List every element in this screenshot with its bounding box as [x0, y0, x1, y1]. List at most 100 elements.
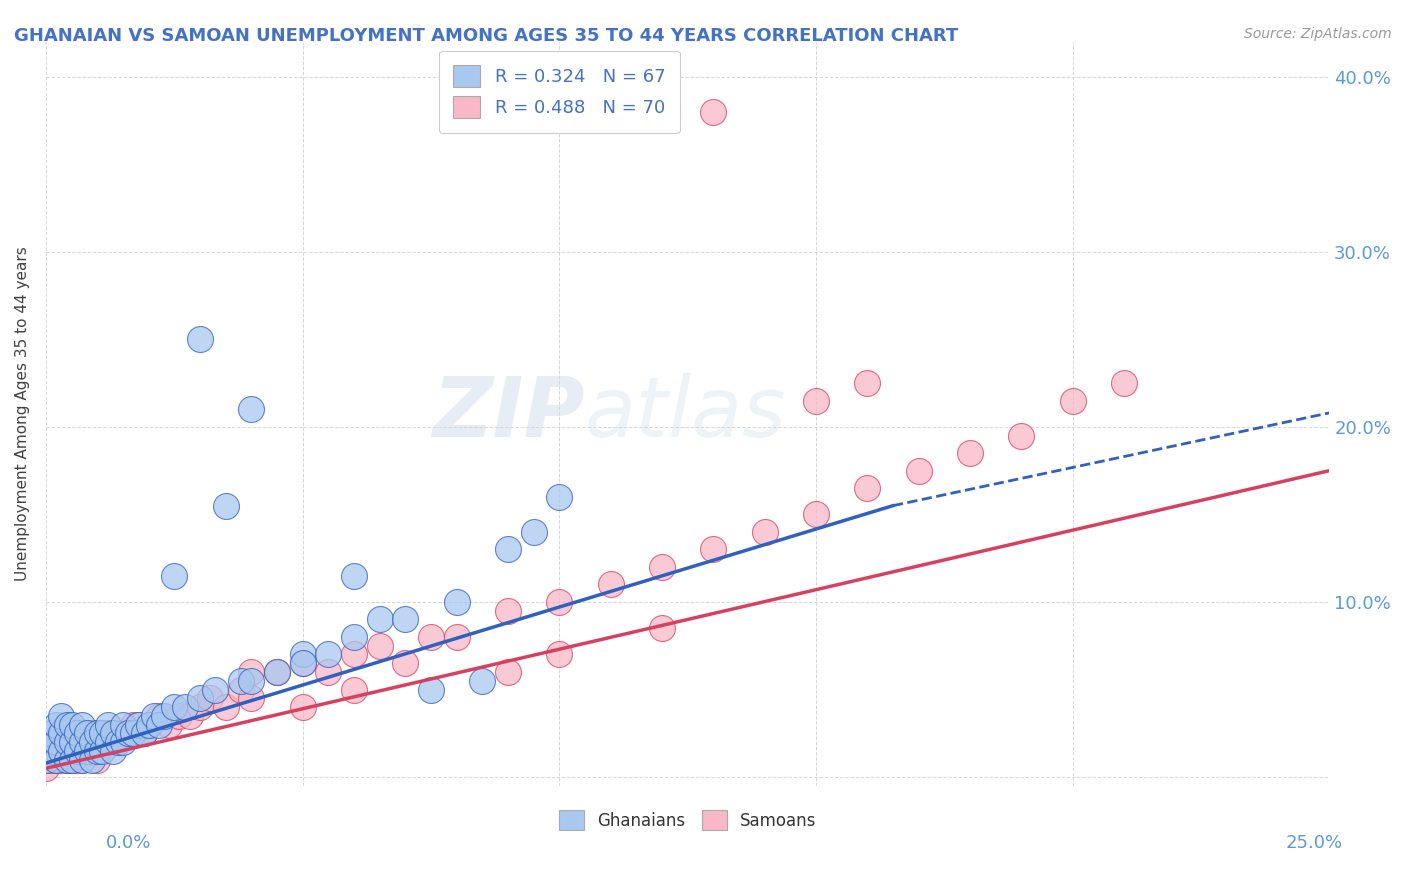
- Point: [496, 665, 519, 679]
- Point: [70, 735, 93, 749]
- Point: [188, 700, 211, 714]
- Point: [548, 490, 571, 504]
- Point: [240, 691, 263, 706]
- Point: [240, 673, 263, 688]
- Point: [51, 752, 73, 766]
- Point: [101, 726, 124, 740]
- Point: [291, 648, 314, 662]
- Point: [51, 735, 73, 749]
- Point: [45, 735, 67, 749]
- Point: [66, 735, 89, 749]
- Point: [316, 665, 339, 679]
- Point: [163, 568, 186, 582]
- Point: [856, 376, 879, 391]
- Point: [60, 717, 83, 731]
- Point: [214, 499, 236, 513]
- Point: [240, 402, 263, 417]
- Point: [754, 524, 776, 539]
- Point: [446, 630, 468, 644]
- Point: [97, 717, 120, 731]
- Point: [343, 682, 366, 697]
- Point: [804, 393, 827, 408]
- Point: [70, 752, 93, 766]
- Text: 25.0%: 25.0%: [1285, 834, 1343, 852]
- Point: [70, 752, 93, 766]
- Point: [117, 726, 139, 740]
- Point: [856, 481, 879, 495]
- Point: [173, 700, 195, 714]
- Point: [82, 735, 104, 749]
- Point: [1062, 393, 1084, 408]
- Point: [132, 726, 155, 740]
- Point: [111, 717, 134, 731]
- Point: [45, 752, 67, 766]
- Point: [86, 726, 108, 740]
- Point: [82, 752, 104, 766]
- Point: [82, 726, 104, 740]
- Y-axis label: Unemployment Among Ages 35 to 44 years: Unemployment Among Ages 35 to 44 years: [15, 246, 30, 582]
- Point: [291, 700, 314, 714]
- Point: [179, 708, 201, 723]
- Point: [122, 726, 145, 740]
- Point: [107, 735, 129, 749]
- Point: [39, 752, 62, 766]
- Point: [138, 717, 160, 731]
- Point: [132, 726, 155, 740]
- Point: [55, 735, 77, 749]
- Point: [127, 717, 149, 731]
- Point: [111, 735, 134, 749]
- Point: [45, 717, 67, 731]
- Text: 0.0%: 0.0%: [105, 834, 150, 852]
- Point: [101, 735, 124, 749]
- Point: [86, 744, 108, 758]
- Point: [204, 682, 226, 697]
- Point: [70, 717, 93, 731]
- Point: [60, 735, 83, 749]
- Point: [446, 595, 468, 609]
- Point: [91, 744, 114, 758]
- Point: [66, 744, 89, 758]
- Point: [97, 726, 120, 740]
- Point: [45, 752, 67, 766]
- Point: [496, 542, 519, 557]
- Point: [51, 744, 73, 758]
- Point: [148, 717, 170, 731]
- Point: [214, 700, 236, 714]
- Point: [394, 657, 416, 671]
- Point: [368, 612, 391, 626]
- Point: [86, 726, 108, 740]
- Point: [51, 708, 73, 723]
- Point: [291, 657, 314, 671]
- Point: [343, 630, 366, 644]
- Point: [55, 752, 77, 766]
- Point: [55, 717, 77, 731]
- Point: [548, 595, 571, 609]
- Legend: Ghanaians, Samoans: Ghanaians, Samoans: [553, 804, 823, 837]
- Point: [229, 682, 252, 697]
- Point: [523, 524, 546, 539]
- Point: [599, 577, 621, 591]
- Point: [39, 726, 62, 740]
- Point: [157, 717, 180, 731]
- Text: Source: ZipAtlas.com: Source: ZipAtlas.com: [1244, 27, 1392, 41]
- Point: [142, 708, 165, 723]
- Point: [420, 682, 443, 697]
- Point: [1112, 376, 1135, 391]
- Point: [76, 744, 98, 758]
- Point: [117, 726, 139, 740]
- Point: [60, 735, 83, 749]
- Point: [76, 726, 98, 740]
- Point: [101, 744, 124, 758]
- Point: [66, 752, 89, 766]
- Point: [496, 604, 519, 618]
- Point: [45, 735, 67, 749]
- Point: [97, 735, 120, 749]
- Text: atlas: atlas: [585, 373, 786, 454]
- Point: [107, 726, 129, 740]
- Text: GHANAIAN VS SAMOAN UNEMPLOYMENT AMONG AGES 35 TO 44 YEARS CORRELATION CHART: GHANAIAN VS SAMOAN UNEMPLOYMENT AMONG AG…: [14, 27, 959, 45]
- Point: [39, 744, 62, 758]
- Point: [651, 621, 673, 635]
- Point: [702, 542, 724, 557]
- Point: [82, 744, 104, 758]
- Point: [420, 630, 443, 644]
